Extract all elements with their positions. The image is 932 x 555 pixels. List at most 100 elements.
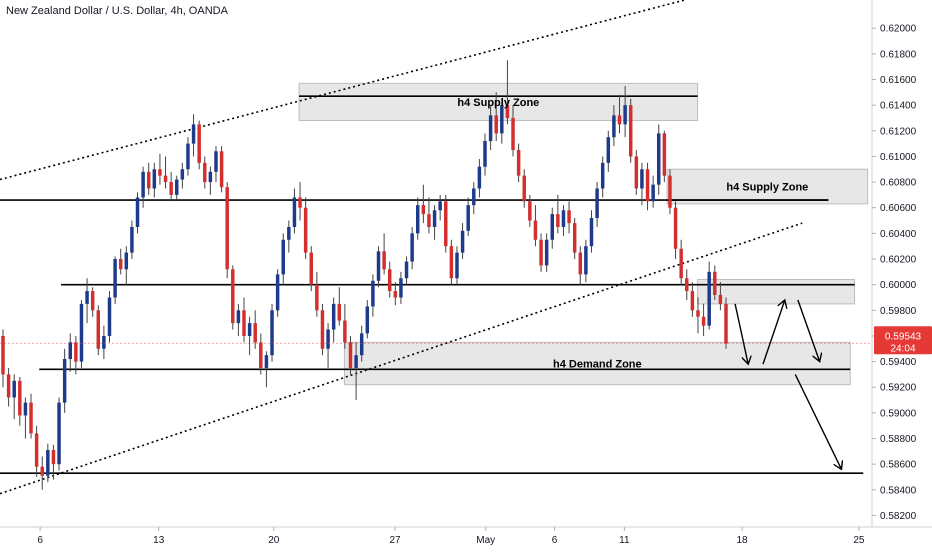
candle-body-30: [169, 182, 173, 195]
candle-body-20: [113, 259, 117, 298]
candle-body-109: [612, 115, 616, 138]
candle-body-44: [247, 323, 252, 336]
y-tick-label-14: 0.59200: [880, 383, 917, 394]
y-tick-label-6: 0.60800: [880, 178, 917, 189]
candle-body-107: [600, 162, 605, 189]
chart-title: New Zealand Dollar / U.S. Dollar, 4h, OA…: [6, 5, 228, 17]
candle-body-99: [556, 214, 560, 227]
candle-body-95: [533, 220, 538, 240]
candle-body-70: [393, 291, 398, 298]
candle-body-22: [124, 252, 129, 270]
candle-body-86: [483, 141, 487, 167]
candle-body-2: [12, 380, 16, 398]
candle-body-0: [1, 335, 5, 375]
candle-body-14: [79, 303, 84, 362]
x-tick-label-6: 11: [619, 535, 630, 546]
candle-body-90: [505, 105, 510, 118]
candle-body-72: [404, 261, 409, 279]
x-tick-label-3: 27: [389, 535, 401, 546]
y-tick-label-4: 0.61200: [880, 126, 917, 137]
candle-body-47: [264, 355, 269, 369]
candle-body-43: [242, 310, 246, 336]
candle-body-126: [707, 271, 711, 326]
x-tick-label-8: 25: [853, 535, 865, 546]
candle-body-73: [410, 233, 414, 262]
candle-body-68: [382, 251, 386, 270]
candle-body-65: [365, 306, 370, 334]
candle-body-40: [225, 187, 229, 270]
candle-body-56: [315, 284, 319, 311]
candle-body-87: [488, 115, 493, 142]
candle-body-57: [320, 310, 325, 349]
x-tick-label-2: 20: [268, 535, 280, 546]
price-badge: [874, 326, 932, 355]
candle-body-1: [6, 374, 11, 398]
candle-body-50: [281, 239, 285, 275]
candle-body-103: [578, 252, 583, 275]
candle-body-96: [539, 239, 543, 266]
candle-body-26: [146, 171, 151, 189]
zone-label-0: h4 Supply Zone: [457, 97, 539, 109]
candle-body-17: [96, 310, 101, 349]
candle-body-108: [606, 137, 611, 163]
candle-body-62: [348, 342, 353, 369]
candle-body-52: [292, 197, 297, 227]
y-tick-label-10: 0.60000: [880, 280, 917, 291]
zone-rect-3: [343, 341, 851, 386]
candle-body-58: [326, 329, 330, 349]
candle-body-84: [472, 188, 476, 206]
candle-body-39: [219, 151, 224, 188]
candle-body-45: [253, 323, 257, 343]
candle-body-18: [102, 335, 106, 349]
candle-body-3: [18, 380, 22, 416]
candle-body-110: [617, 115, 622, 125]
candle-body-97: [544, 239, 549, 266]
arrow-0: [734, 303, 748, 364]
candle-body-16: [90, 291, 95, 311]
candle-body-117: [657, 133, 661, 185]
y-tick-label-13: 0.59400: [880, 357, 917, 368]
candle-body-63: [354, 355, 358, 369]
candle-body-41: [231, 269, 235, 324]
candle-body-128: [718, 294, 723, 304]
candle-body-48: [270, 310, 274, 356]
candle-body-83: [466, 205, 470, 231]
candle-body-9: [51, 450, 56, 465]
candle-body-61: [343, 320, 347, 343]
candle-body-121: [679, 248, 683, 279]
candle-body-49: [275, 274, 280, 311]
candle-body-116: [651, 184, 655, 202]
arrow-3: [794, 374, 841, 469]
x-tick-label-4: May: [476, 535, 495, 546]
y-tick-label-0: 0.62000: [880, 24, 917, 35]
y-tick-label-15: 0.59000: [880, 408, 917, 419]
candle-body-42: [236, 310, 241, 324]
candle-body-19: [107, 297, 112, 336]
candle-body-51: [287, 226, 291, 240]
arrow-2: [797, 299, 820, 362]
candle-body-78: [438, 201, 442, 211]
candle-body-37: [208, 171, 213, 183]
candle-body-100: [561, 210, 566, 227]
y-tick-label-5: 0.61000: [880, 152, 917, 163]
candle-body-35: [197, 124, 201, 163]
y-tick-label-7: 0.60600: [880, 203, 917, 214]
candle-body-118: [662, 133, 667, 176]
x-tick-label-0: 6: [37, 535, 43, 546]
candle-body-115: [645, 169, 650, 202]
candle-body-23: [130, 226, 134, 253]
candle-body-46: [259, 342, 263, 369]
candle-body-29: [163, 175, 168, 183]
candle-body-11: [62, 359, 67, 403]
candle-body-122: [685, 278, 689, 292]
zone-rect-1: [666, 168, 869, 205]
candle-body-98: [550, 214, 554, 240]
candle-body-79: [444, 201, 448, 247]
candle-body-55: [309, 252, 313, 285]
y-tick-label-8: 0.60400: [880, 229, 917, 240]
candle-body-106: [595, 188, 599, 218]
candle-body-94: [528, 201, 532, 221]
candle-body-64: [359, 333, 364, 356]
candle-body-120: [673, 207, 678, 249]
candle-body-25: [141, 171, 145, 198]
